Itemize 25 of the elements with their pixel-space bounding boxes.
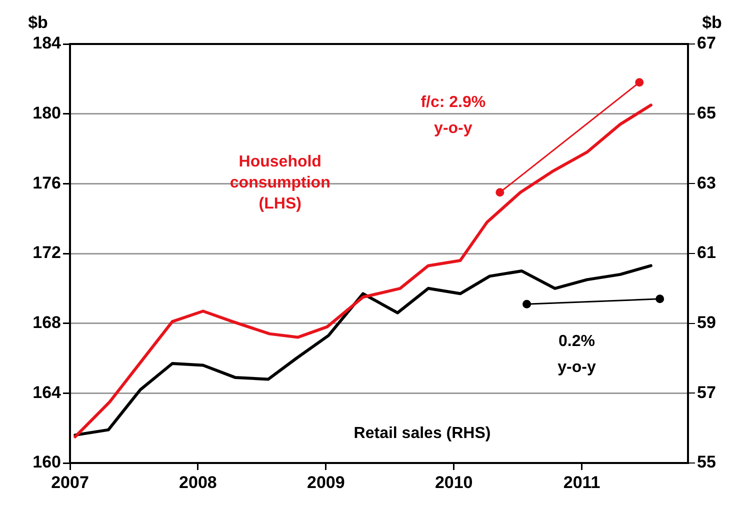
x-tick-label: 2009 [306, 472, 345, 492]
y-tick-label: 176 [32, 173, 61, 192]
y2-tick-label: 67 [697, 34, 716, 53]
y-tick-label: 164 [32, 382, 62, 402]
y2-axis-title: $b [702, 13, 722, 32]
y-tick-label: 172 [32, 243, 61, 262]
y-tick-label: 180 [32, 104, 61, 123]
x-tick-label: 2007 [51, 472, 89, 492]
y-axis-title: $b [28, 13, 48, 32]
x-tick-label: 2011 [563, 472, 600, 492]
y2-tick-label: 57 [697, 382, 716, 402]
y2-tick-label: 59 [697, 313, 716, 332]
x-tick-label: 2010 [434, 472, 473, 492]
annotation: f/c: 2.9% y-o-y [420, 94, 486, 138]
y2-tick-label: 65 [697, 104, 716, 123]
y-tick-label: 184 [32, 34, 62, 53]
y2-tick-label: 55 [697, 452, 716, 472]
annotation: 0.2% y-o-y [558, 332, 596, 376]
text: Household consumption (LHS) [230, 154, 330, 213]
x-tick-label: 2008 [179, 472, 217, 492]
y-tick-label: 168 [32, 313, 61, 332]
y2-tick-label: 63 [697, 173, 716, 192]
y-tick-label: 160 [32, 452, 61, 472]
y2-tick-label: 61 [697, 243, 716, 262]
text: Retail sales (RHS) [354, 425, 491, 442]
